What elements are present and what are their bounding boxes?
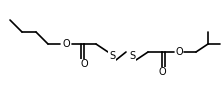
Text: O: O [158, 67, 166, 77]
Text: S: S [129, 51, 135, 61]
Text: O: O [62, 39, 70, 49]
Text: O: O [80, 59, 88, 69]
Text: S: S [109, 51, 115, 61]
Text: O: O [175, 47, 183, 57]
